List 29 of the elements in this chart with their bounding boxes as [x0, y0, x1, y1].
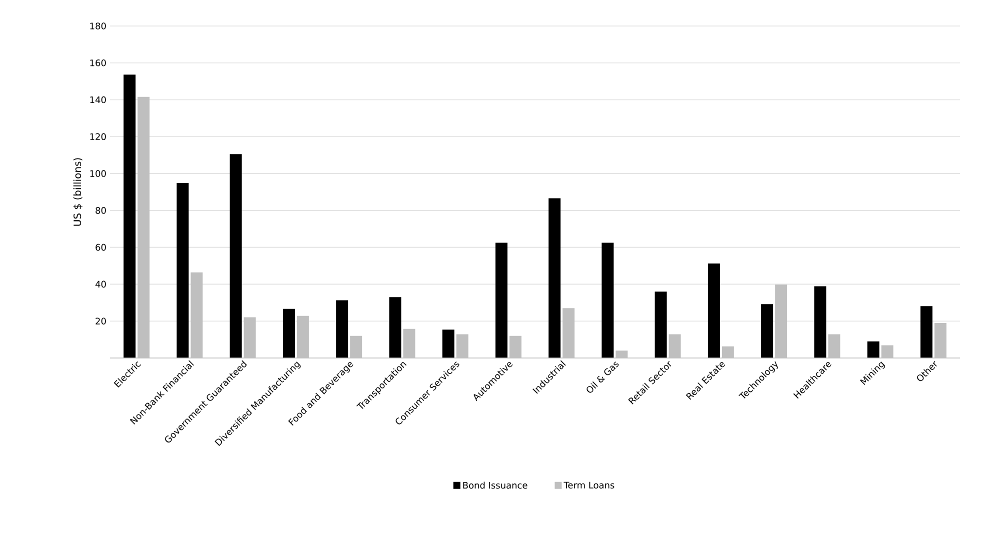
y-tick-label: 100: [90, 170, 106, 177]
bar: [124, 74, 136, 358]
bar: [442, 330, 454, 358]
y-tick-label: 160: [90, 59, 106, 66]
y-tick-label: 80: [96, 207, 106, 214]
y-tick-label: 40: [95, 280, 106, 288]
y-tick-label: 140: [90, 96, 106, 104]
bar: [336, 300, 348, 358]
bar: [602, 242, 614, 358]
bar: [761, 304, 774, 358]
legend-label: Term Loans: [564, 482, 614, 489]
y-axis-title: US $ (billions): [73, 158, 82, 226]
bar: [548, 198, 561, 358]
bar: [495, 242, 508, 358]
bar: [814, 286, 826, 358]
bar: [230, 154, 242, 358]
bar: [389, 297, 402, 358]
bar: [708, 264, 720, 358]
y-tick-label: 120: [90, 133, 106, 140]
bar: [654, 292, 667, 358]
bar: [176, 182, 189, 358]
bar: [282, 308, 295, 358]
bar: [867, 341, 880, 358]
y-tick-label: 60: [96, 244, 106, 251]
y-tick-label: 180: [90, 22, 106, 30]
bar: [920, 306, 932, 358]
x-tick-label: Oil & Gas: [586, 362, 619, 393]
legend-label: Bond Issuance: [463, 482, 528, 489]
y-tick-label: 20: [96, 318, 106, 324]
